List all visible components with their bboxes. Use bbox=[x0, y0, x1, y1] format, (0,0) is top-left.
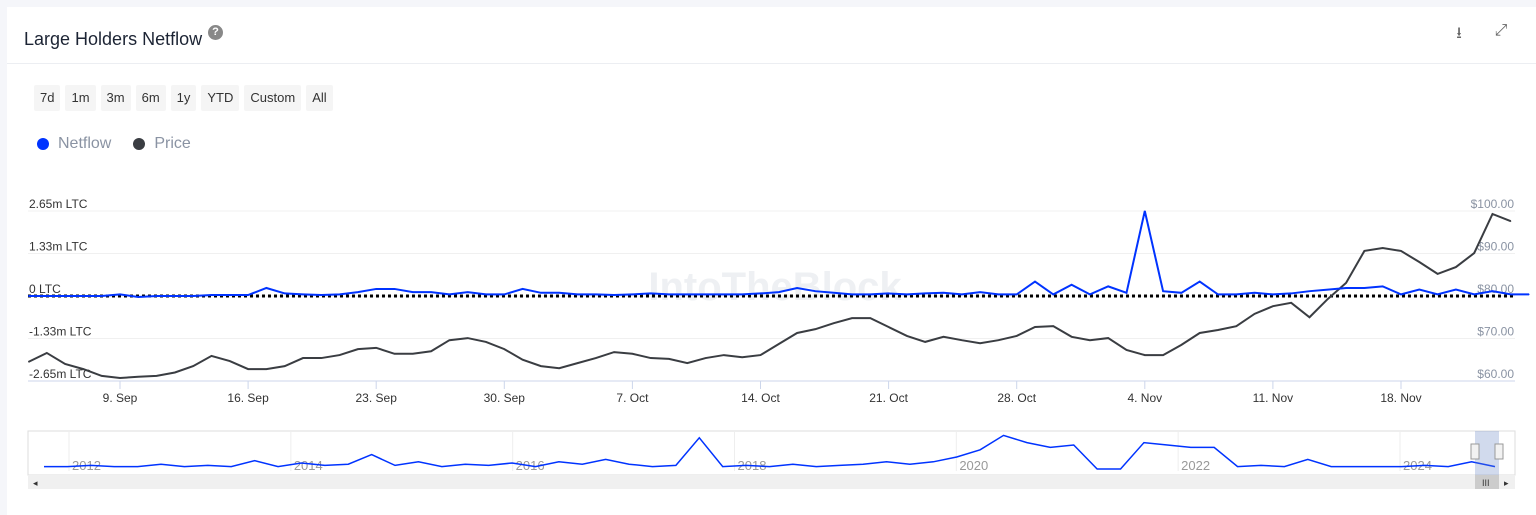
range-button-1y[interactable]: 1y bbox=[170, 85, 197, 111]
range-button-ytd[interactable]: YTD bbox=[201, 85, 240, 111]
legend-price[interactable]: Price bbox=[133, 135, 191, 153]
range-button-1m[interactable]: 1m bbox=[65, 85, 96, 111]
legend-netflow-label: Netflow bbox=[58, 135, 112, 152]
price-dot-icon bbox=[133, 138, 146, 150]
expand-icon[interactable]: ⤢ bbox=[1494, 22, 1508, 39]
chart-card: Large Holders Netflow ? ⭳ ⤢ 7d 1m 3m 6m 1y YT… bbox=[7, 7, 1536, 515]
download-icon[interactable]: ⭳ bbox=[1456, 25, 1462, 42]
range-button-3m[interactable]: 3m bbox=[100, 85, 131, 111]
question-circle-icon[interactable]: ? bbox=[208, 25, 223, 40]
range-button-6m[interactable]: 6m bbox=[135, 85, 166, 111]
legend-netflow[interactable]: Netflow bbox=[37, 135, 111, 153]
legend-price-label: Price bbox=[154, 135, 191, 152]
card-header: Large Holders Netflow ? ⭳ ⤢ bbox=[7, 7, 1536, 64]
chart-title: Large Holders Netflow bbox=[24, 29, 203, 49]
range-button-7d[interactable]: 7d bbox=[34, 85, 61, 111]
netflow-dot-icon bbox=[37, 138, 49, 150]
range-button-custom[interactable]: Custom bbox=[244, 85, 302, 111]
range-button-all[interactable]: All bbox=[306, 85, 333, 111]
range-selector: 7d 1m 3m 6m 1y YTD Custom All bbox=[34, 85, 333, 111]
legend: Netflow Price bbox=[37, 135, 191, 153]
